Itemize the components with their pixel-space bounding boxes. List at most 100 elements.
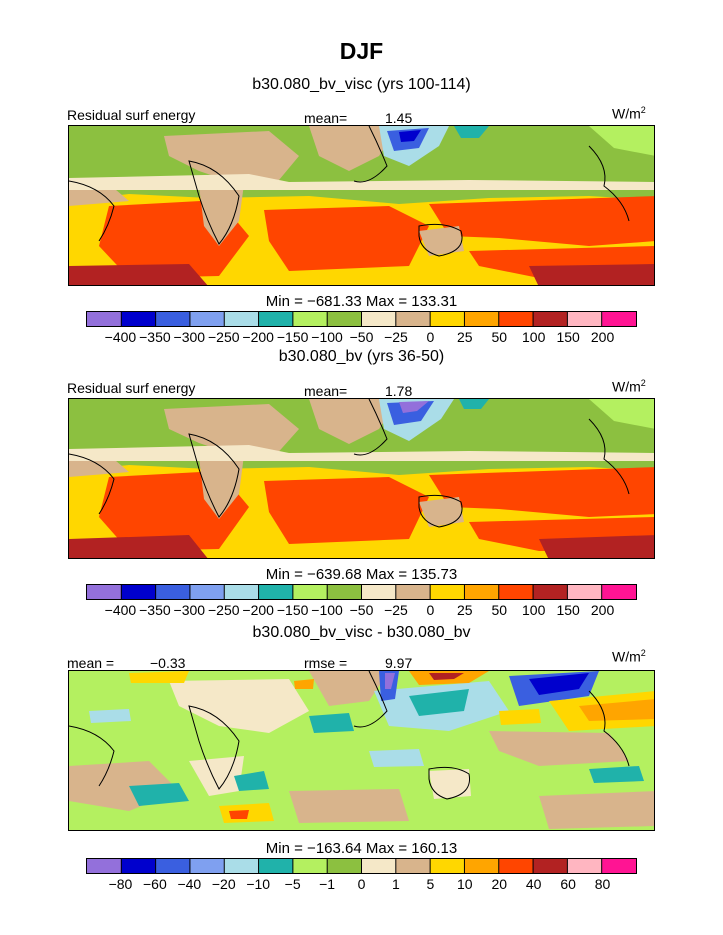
colorbar-tick-label: −350 — [139, 602, 171, 618]
colorbar-tick-label: 50 — [491, 602, 508, 618]
colorbar-tick-label: −150 — [276, 602, 309, 618]
panel-1-min-max: Min = −681.33 Max = 133.31 — [265, 293, 458, 310]
panel-1-map — [68, 125, 655, 286]
panel-2-title: b30.080_bv (yrs 36-50) — [278, 348, 445, 365]
panel-2-field-label: Residual surf energy — [67, 380, 196, 396]
colorbar-tick-label: −50 — [349, 329, 374, 345]
colorbar-swatch — [121, 312, 157, 326]
colorbar-swatch — [395, 312, 431, 326]
colorbar-tick-label: −20 — [211, 876, 236, 892]
panel-2-min-max: Min = −639.68 Max = 135.73 — [265, 566, 458, 583]
panel-1-title: b30.080_bv_visc (yrs 100-114) — [252, 76, 471, 93]
panel-1-map-svg — [69, 126, 654, 285]
colorbar-swatch — [430, 859, 465, 873]
colorbar-swatch — [224, 859, 260, 873]
colorbar-swatch — [121, 585, 157, 599]
colorbar-tick-label: 5 — [426, 876, 435, 892]
colorbar-tick-label: 10 — [457, 876, 473, 892]
colorbar-tick-label: −150 — [276, 329, 309, 345]
colorbar-swatch — [361, 585, 397, 599]
colorbar-swatch — [155, 585, 191, 599]
colorbar-tick-label: 40 — [525, 876, 542, 892]
colorbar-tick-label: −400 — [104, 329, 137, 345]
colorbar-swatch — [601, 312, 636, 326]
colorbar-tick-label: 0 — [426, 329, 435, 345]
panel-3-mean-value: −0.33 — [150, 655, 186, 671]
colorbar-swatch — [155, 859, 191, 873]
colorbar-tick-label: 1 — [392, 876, 400, 892]
colorbar-swatch — [189, 312, 225, 326]
colorbar-tick-label: −300 — [173, 602, 206, 618]
colorbar-swatch — [498, 585, 534, 599]
colorbar-tick-label: −100 — [311, 329, 343, 345]
colorbar-swatch — [224, 312, 260, 326]
colorbar-tick-label: 100 — [522, 602, 546, 618]
colorbar-tick-label: −80 — [108, 876, 133, 892]
colorbar-swatch — [464, 585, 500, 599]
colorbar-swatch — [292, 312, 328, 326]
colorbar-tick-label: −40 — [177, 876, 202, 892]
colorbar-swatch — [292, 585, 328, 599]
colorbar-tick-label: −200 — [242, 602, 274, 618]
colorbar-swatch — [258, 585, 294, 599]
colorbar-swatch — [601, 585, 636, 599]
panel-3-mean-label: mean = — [67, 655, 115, 671]
colorbar-swatch — [361, 312, 397, 326]
colorbar-swatch — [464, 859, 500, 873]
colorbar-tick-label: −10 — [246, 876, 271, 892]
colorbar-tick-label: 0 — [357, 876, 366, 892]
colorbar-swatch — [533, 859, 568, 873]
colorbar-tick-label: −200 — [242, 329, 274, 345]
colorbar-swatch — [155, 312, 191, 326]
colorbar-tick-label: −100 — [311, 602, 343, 618]
panel-3-map-svg — [69, 671, 654, 830]
panel-3-rmse-label: rmse = — [304, 655, 348, 671]
colorbar-tick-label: 100 — [522, 329, 546, 345]
colorbar-tick-label: −300 — [173, 329, 206, 345]
panel-3-title: b30.080_bv_visc - b30.080_bv — [252, 624, 471, 641]
colorbar-swatch — [395, 859, 431, 873]
colorbar-tick-label: 50 — [491, 329, 508, 345]
panel-3-units: W/m2 — [612, 648, 646, 665]
colorbar-swatch — [361, 859, 397, 873]
main-title: DJF — [339, 38, 384, 64]
colorbar-swatch — [87, 585, 122, 599]
panel-2-mean-value: 1.78 — [385, 383, 413, 399]
colorbar-tick-label: 150 — [556, 329, 580, 345]
colorbar-swatch — [189, 859, 225, 873]
panel-2-colorbar-ticks: −400 −350 −300 −250 −200 −150 −100 −50 −25 0 25 50 1… — [0, 602, 723, 620]
panel-2-units: W/m2 — [612, 378, 646, 395]
colorbar-swatch — [498, 859, 534, 873]
colorbar-swatch — [567, 859, 603, 873]
panel-1-units: W/m2 — [612, 105, 646, 122]
colorbar-swatch — [567, 312, 603, 326]
colorbar-tick-label: −60 — [143, 876, 167, 892]
colorbar-tick-label: 60 — [560, 876, 576, 892]
colorbar-swatch — [533, 312, 568, 326]
colorbar-tick-label: 0 — [426, 602, 435, 618]
colorbar-tick-label: −250 — [207, 329, 240, 345]
colorbar-swatch — [189, 585, 225, 599]
colorbar-swatch — [87, 859, 122, 873]
colorbar-swatch — [533, 585, 568, 599]
panel-1-mean-label: mean= — [304, 110, 348, 126]
colorbar-tick-label: 20 — [491, 876, 508, 892]
panel-3-colorbar-svg — [87, 859, 636, 873]
panel-3-colorbar — [86, 858, 637, 874]
colorbar-swatch — [430, 585, 465, 599]
colorbar-tick-label: 80 — [594, 876, 611, 892]
panel-2-map-svg — [69, 399, 654, 558]
colorbar-tick-label: 25 — [457, 329, 473, 345]
colorbar-tick-label: −250 — [207, 602, 240, 618]
panel-3-colorbar-ticks: −80 −60 −40 −20 −10 −5 −1 0 1 5 10 20 40 60 80 — [0, 876, 723, 894]
panel-3-min-max: Min = −163.64 Max = 160.13 — [265, 840, 458, 857]
colorbar-swatch — [464, 312, 500, 326]
colorbar-swatch — [395, 585, 431, 599]
colorbar-swatch — [567, 585, 603, 599]
colorbar-swatch — [327, 312, 362, 326]
panel-3-map — [68, 670, 655, 831]
panel-2-colorbar — [86, 584, 637, 600]
colorbar-swatch — [498, 312, 534, 326]
colorbar-tick-label: 150 — [556, 602, 580, 618]
colorbar-swatch — [601, 859, 636, 873]
